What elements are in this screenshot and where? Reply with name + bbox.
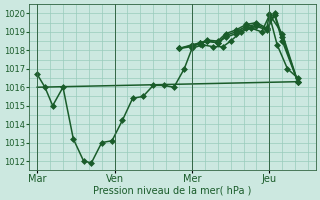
X-axis label: Pression niveau de la mer( hPa ): Pression niveau de la mer( hPa ) <box>93 186 252 196</box>
